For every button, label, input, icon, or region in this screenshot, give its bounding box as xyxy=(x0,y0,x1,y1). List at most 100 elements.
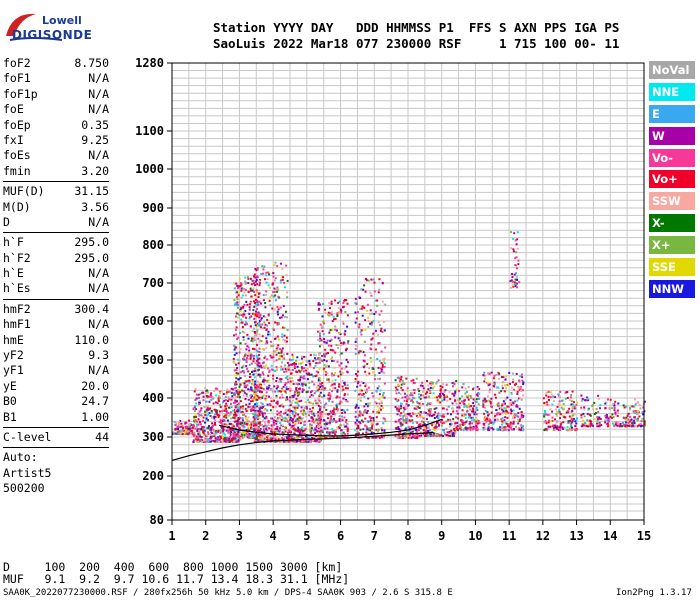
echo-point xyxy=(519,397,522,400)
echo-point xyxy=(433,429,436,431)
echo-point xyxy=(279,404,282,407)
echo-point xyxy=(296,371,299,374)
echo-point xyxy=(295,429,298,432)
legend-item-nnw: NNW xyxy=(649,279,695,298)
echo-point xyxy=(376,304,379,307)
echo-point xyxy=(291,353,294,356)
echo-point xyxy=(447,405,450,408)
echo-point xyxy=(204,437,207,440)
y-tick-label: 500 xyxy=(142,353,164,367)
echo-point xyxy=(264,323,267,326)
echo-point xyxy=(545,391,548,394)
echo-point xyxy=(370,343,373,346)
echo-point xyxy=(226,391,228,394)
echo-point xyxy=(236,404,239,406)
echo-point xyxy=(181,425,184,428)
echo-point xyxy=(234,328,237,331)
echo-point xyxy=(376,411,379,414)
echo-point xyxy=(364,328,367,331)
echo-point xyxy=(236,419,239,422)
echo-point xyxy=(291,411,294,414)
echo-point xyxy=(300,375,303,378)
echo-point xyxy=(258,312,261,315)
echo-point xyxy=(204,410,207,413)
param-label: yF1 xyxy=(3,363,24,378)
echo-point xyxy=(410,415,413,418)
echo-point xyxy=(343,367,346,370)
echo-point xyxy=(346,408,349,411)
echo-point xyxy=(456,428,459,431)
echo-point xyxy=(280,440,283,443)
echo-point xyxy=(275,394,278,397)
echo-point xyxy=(419,423,422,425)
echo-point xyxy=(363,284,366,287)
echo-point xyxy=(310,402,312,405)
echo-point xyxy=(422,417,425,420)
echo-point xyxy=(571,410,574,412)
echo-point xyxy=(314,427,316,430)
echo-point xyxy=(228,406,230,409)
echo-point xyxy=(454,390,457,393)
echo-point xyxy=(368,367,370,370)
echo-point xyxy=(298,416,301,419)
echo-point xyxy=(250,396,253,399)
echo-point xyxy=(380,436,383,439)
echo-point xyxy=(318,388,321,391)
echo-point xyxy=(398,380,401,383)
echo-point xyxy=(381,364,384,367)
echo-point xyxy=(382,394,385,397)
echo-point xyxy=(451,392,454,395)
echo-point xyxy=(627,424,630,427)
echo-point xyxy=(484,422,487,424)
echo-point xyxy=(193,434,196,437)
echo-point xyxy=(359,308,362,311)
echo-point xyxy=(381,366,384,368)
echo-point xyxy=(287,365,290,368)
version-label: Ion2Png 1.3.17 xyxy=(616,588,692,598)
echo-point xyxy=(294,421,297,424)
echo-point xyxy=(401,389,404,392)
echo-point xyxy=(231,395,234,398)
echo-point xyxy=(472,416,474,419)
echo-point xyxy=(245,358,248,361)
echo-point xyxy=(301,440,304,443)
echo-point xyxy=(569,399,572,402)
echo-point xyxy=(289,372,292,375)
echo-point xyxy=(322,437,325,439)
echo-point xyxy=(293,424,296,427)
echo-point xyxy=(519,388,522,391)
echo-point xyxy=(318,430,321,433)
echo-point xyxy=(224,433,227,436)
echo-point xyxy=(182,429,184,432)
echo-point xyxy=(515,256,518,259)
echo-point xyxy=(518,281,521,284)
echo-point xyxy=(410,399,413,402)
echo-point xyxy=(259,386,262,389)
echo-point xyxy=(276,323,279,326)
echo-point xyxy=(268,370,271,373)
echo-point xyxy=(234,430,237,433)
echo-point xyxy=(398,406,400,409)
echo-point xyxy=(325,366,328,369)
echo-point xyxy=(254,294,257,297)
echo-point xyxy=(424,429,427,432)
echo-point xyxy=(242,424,245,427)
echo-point xyxy=(401,423,404,426)
echo-point xyxy=(642,413,645,416)
param-row: yF1 N/A xyxy=(3,363,109,378)
echo-point xyxy=(428,391,431,394)
echo-point xyxy=(299,410,302,413)
echo-point xyxy=(476,394,479,397)
echo-point xyxy=(354,339,357,341)
echo-point xyxy=(190,424,193,426)
echo-point xyxy=(276,413,279,416)
echo-point xyxy=(397,431,400,433)
echo-point xyxy=(561,414,564,417)
echo-point xyxy=(315,370,318,373)
echo-point xyxy=(374,374,376,377)
echo-point xyxy=(189,431,192,434)
echo-point xyxy=(284,426,287,429)
echo-point xyxy=(285,391,288,394)
echo-point xyxy=(499,426,501,429)
echo-point xyxy=(194,439,197,442)
